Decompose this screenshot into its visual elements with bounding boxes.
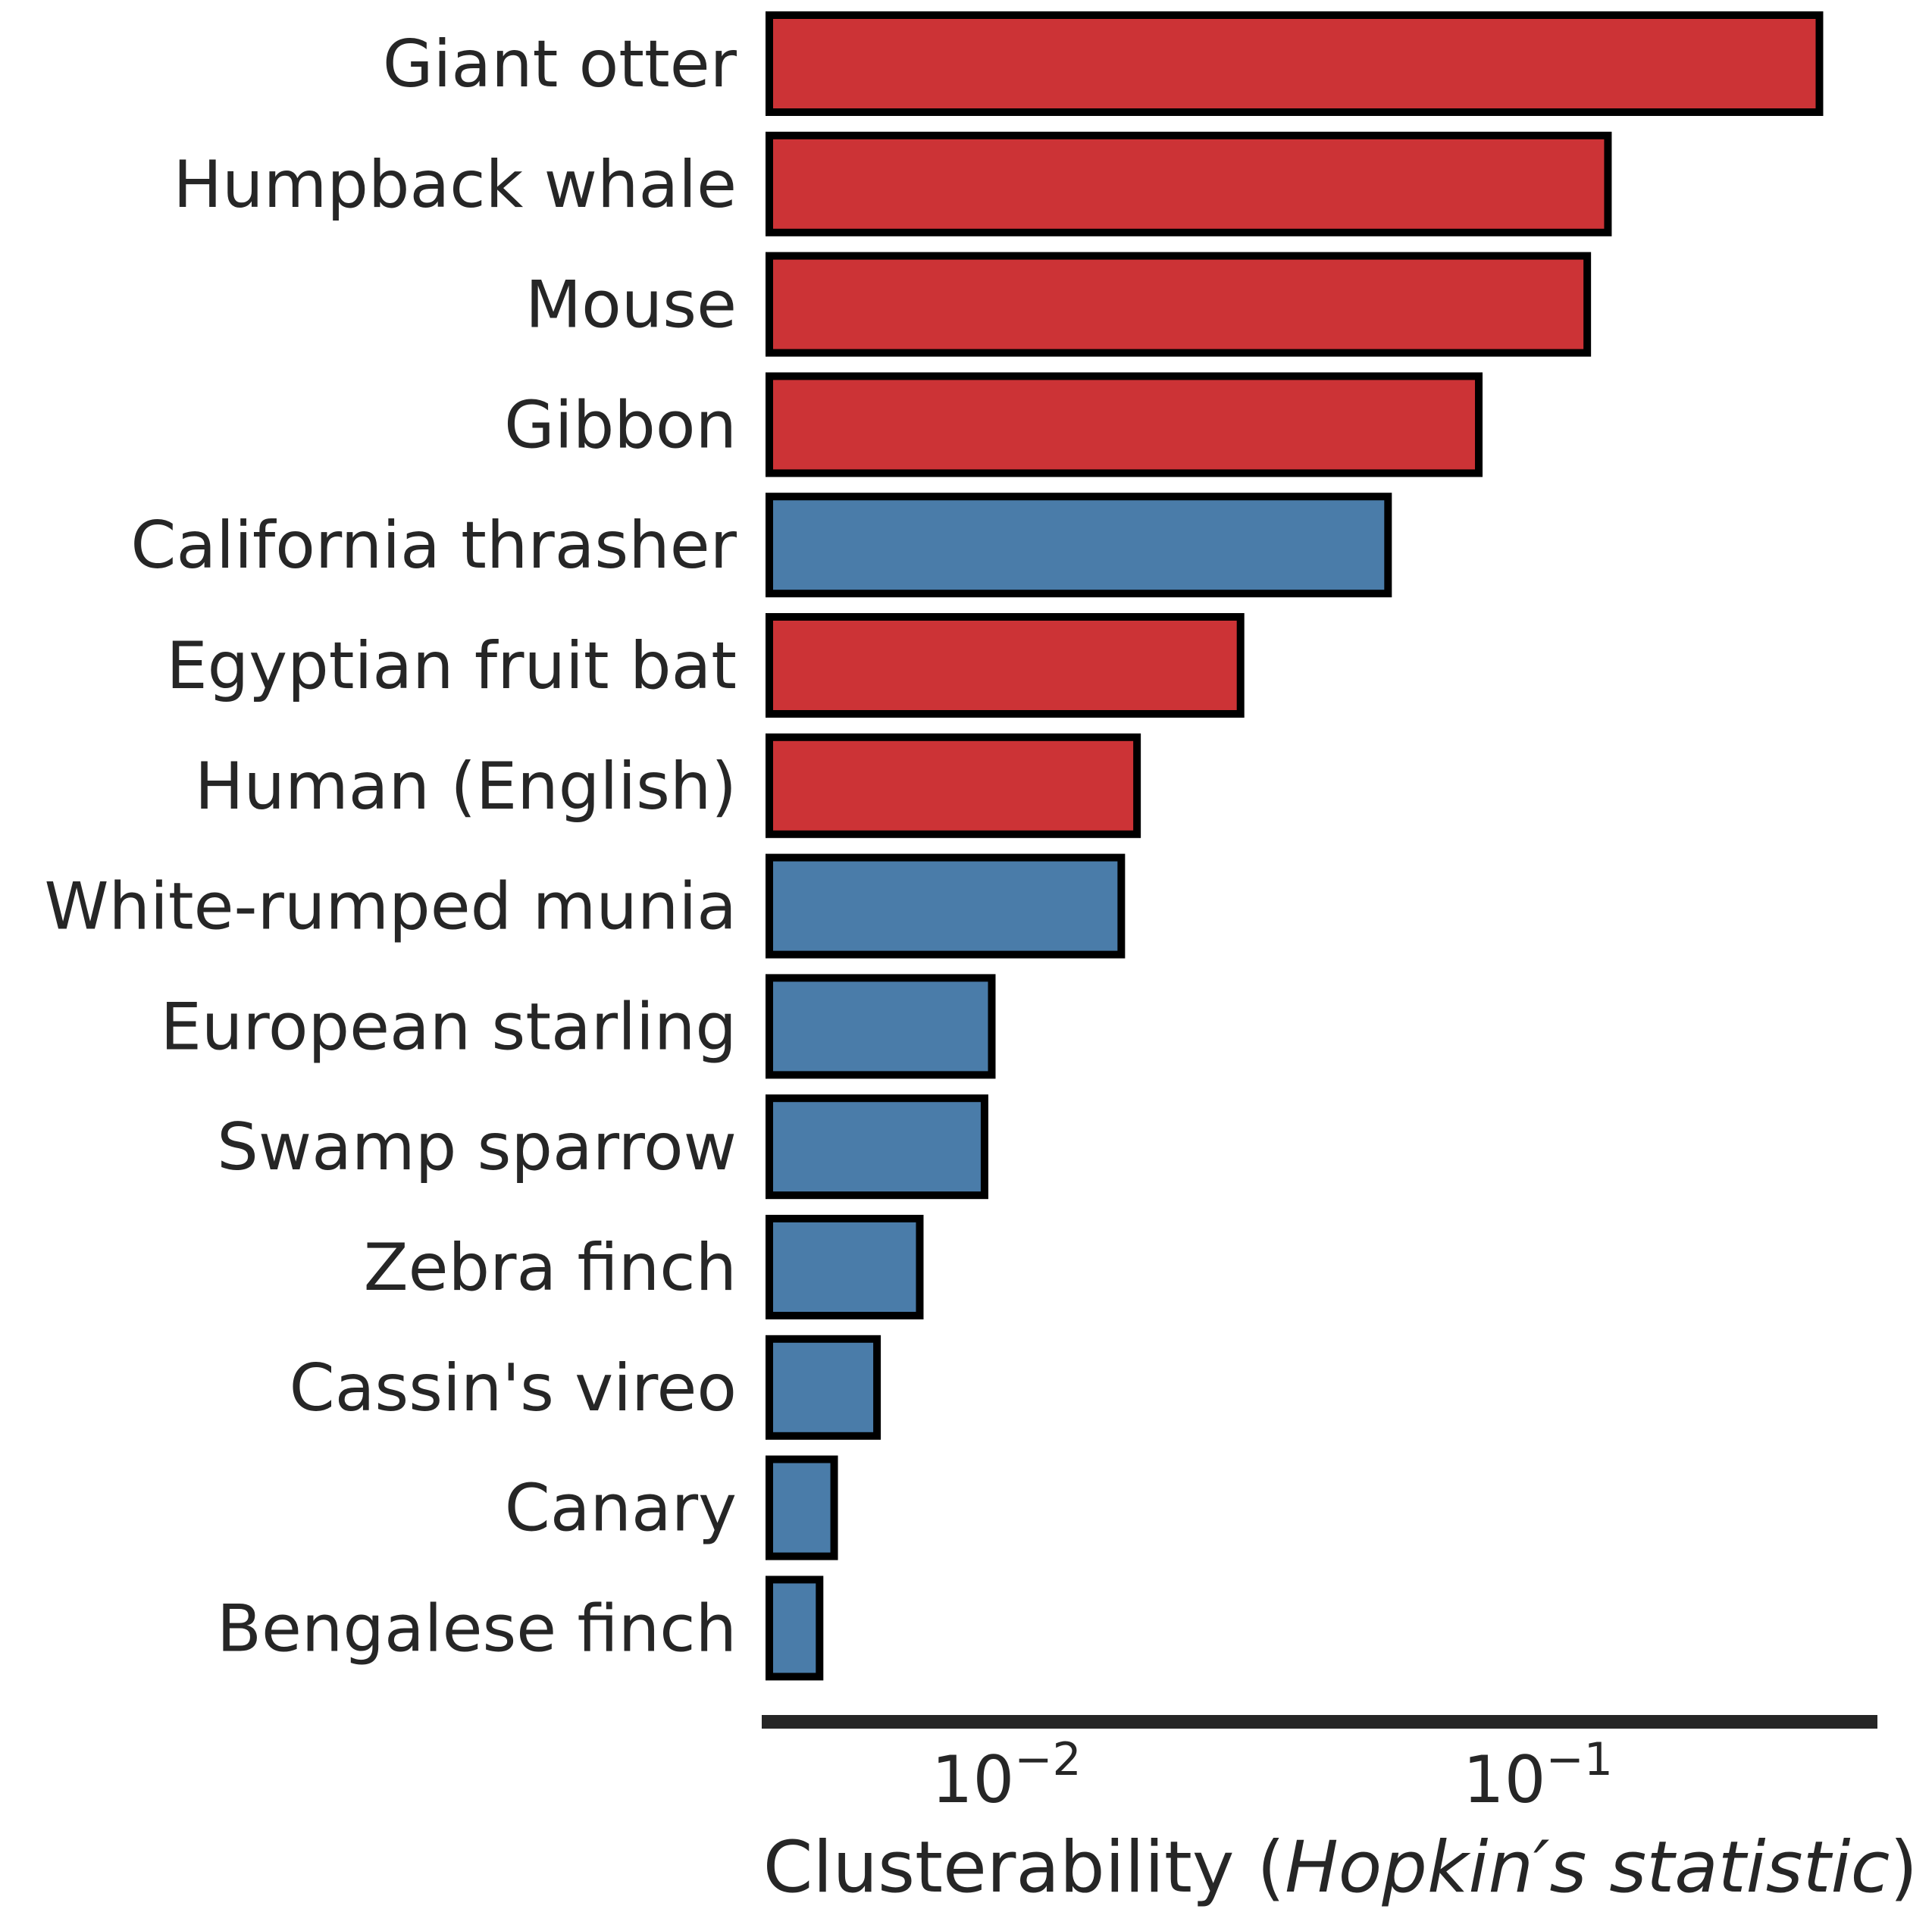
category-label: Cassin's vireo: [290, 1350, 737, 1426]
bar: [766, 1335, 881, 1440]
category-label: White-rumped munia: [44, 869, 737, 945]
category-label: Zebra finch: [364, 1230, 737, 1306]
bar: [766, 733, 1141, 838]
bar: [766, 252, 1592, 357]
bar: [766, 1094, 988, 1200]
x-axis-title-italic: Hopkin′s statistic: [1285, 1826, 1890, 1909]
category-label: Human (English): [195, 749, 737, 825]
category-label: Bengalese finch: [217, 1591, 737, 1666]
x-axis-title: Clusterability (Hopkin′s statistic): [763, 1826, 1918, 1909]
x-tick-exponent: −1: [1545, 1733, 1612, 1786]
bar: [766, 1455, 838, 1560]
category-labels: Giant otter Humpback whale Mouse Gibbon Cali…: [44, 27, 737, 1666]
bar: [766, 372, 1483, 477]
x-tick-exponent: −2: [1014, 1733, 1081, 1786]
x-tick-label: 10−2: [932, 1733, 1082, 1818]
x-tick-labels: 10−2 10−1: [932, 1733, 1613, 1818]
bar: [766, 11, 1824, 116]
x-axis-title-prefix: Clusterability (: [763, 1826, 1285, 1909]
bar: [766, 1215, 924, 1319]
category-label: Canary: [505, 1471, 737, 1547]
category-label: California thrasher: [130, 508, 737, 584]
category-label: Giant otter: [383, 27, 737, 102]
category-label: Mouse: [525, 268, 737, 343]
bar: [766, 974, 996, 1079]
x-tick-base: 10: [932, 1742, 1014, 1818]
category-label: Egyptian fruit bat: [166, 628, 737, 704]
bar: [766, 1576, 824, 1681]
category-label: Gibbon: [504, 387, 737, 463]
x-tick-base: 10: [1463, 1742, 1545, 1818]
category-label: Humpback whale: [173, 147, 737, 223]
x-tick-label: 10−1: [1463, 1733, 1613, 1818]
bars-layer: [766, 11, 1824, 1681]
bar: [766, 613, 1245, 718]
category-label: Swamp sparrow: [217, 1109, 737, 1185]
category-label: European starling: [161, 989, 737, 1065]
bar: [766, 131, 1612, 236]
x-axis-title-suffix: ): [1890, 1826, 1918, 1909]
bar: [766, 853, 1126, 959]
bar: [766, 493, 1392, 598]
